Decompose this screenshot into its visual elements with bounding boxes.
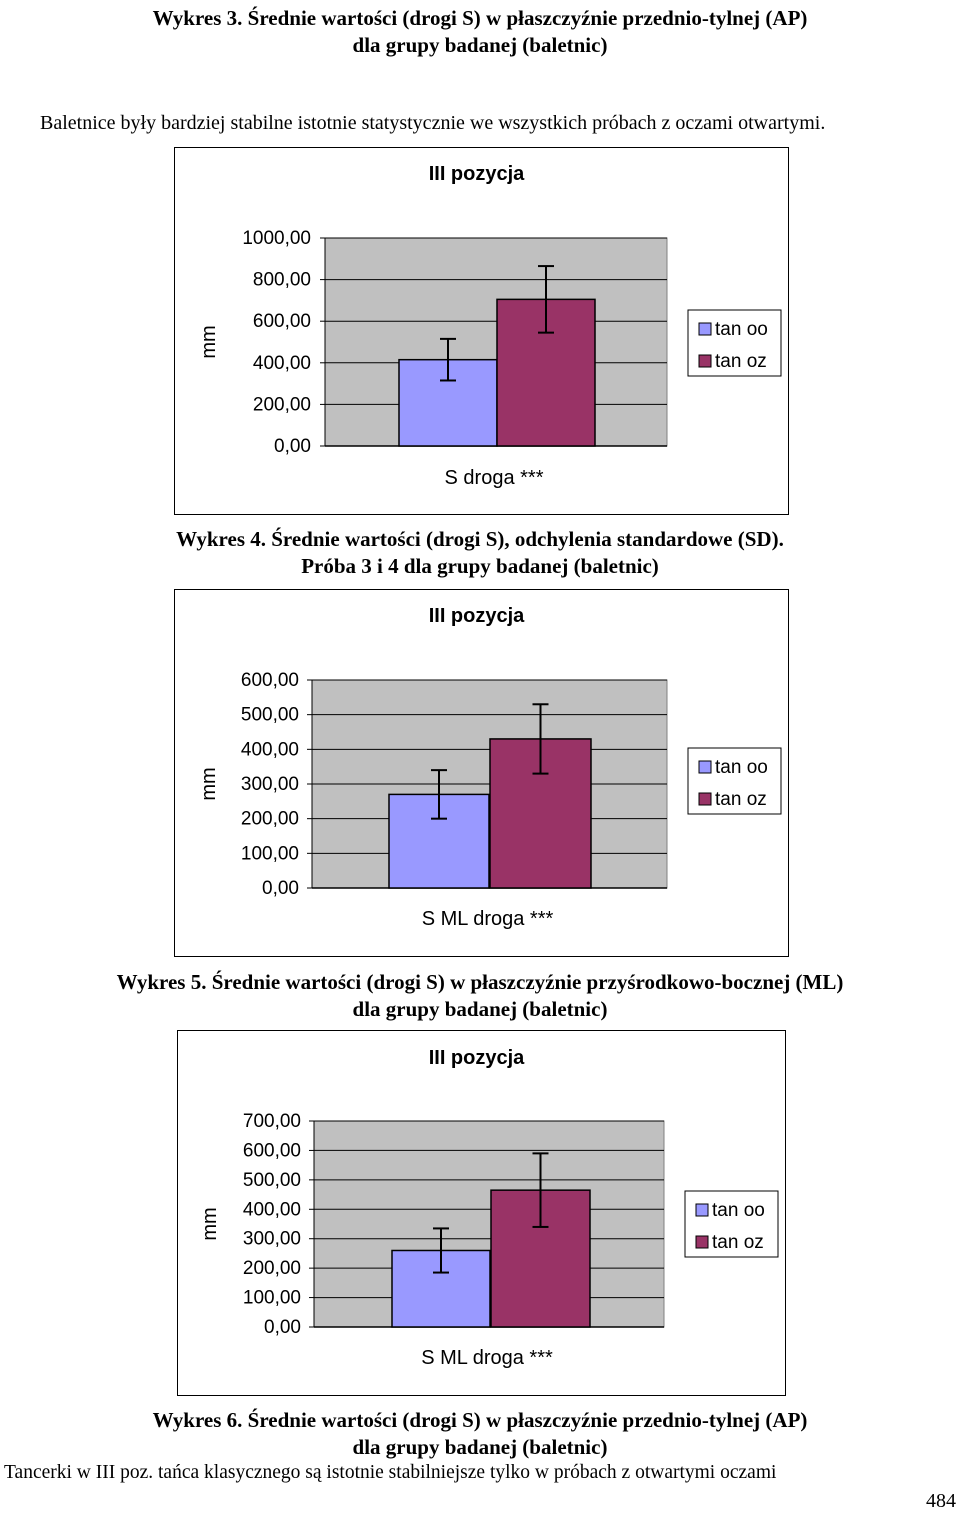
legend-swatch: [695, 1203, 709, 1217]
chart-title: III pozycja: [429, 163, 525, 185]
caption-wykres-4-line2: Próba 3 i 4 dla grupy badanej (baletnic): [301, 554, 659, 578]
y-tick-label: 0,00: [262, 878, 299, 899]
legend-label: tan oz: [715, 789, 767, 810]
y-tick-label: 400,00: [243, 1199, 301, 1220]
y-tick-label: 1000,00: [242, 228, 311, 249]
y-tick-label: 200,00: [253, 394, 311, 415]
legend-swatch: [695, 1235, 709, 1249]
chart-1-svg: 0,00 200,00 400,00 600,00 800,00 1000,00 III p…: [198, 163, 782, 489]
chart-title: III pozycja: [429, 1047, 525, 1069]
caption-wykres-5-line1: Wykres 5. Średnie wartości (drogi S) w p…: [116, 970, 844, 994]
y-axis-label: mm: [198, 767, 220, 800]
y-tick-label: 0,00: [264, 1317, 301, 1338]
chart-1: 0,00 200,00 400,00 600,00 800,00 1000,00 III p…: [174, 147, 789, 515]
y-tick-label: 300,00: [241, 774, 299, 795]
y-tick-label: 300,00: [243, 1229, 301, 1250]
legend-swatch: [698, 354, 712, 368]
y-tick-label: 700,00: [243, 1111, 301, 1132]
y-tick-label: 500,00: [241, 705, 299, 726]
y-tick-label: 400,00: [253, 353, 311, 374]
legend-label: tan oo: [712, 1200, 765, 1221]
y-tick-label: 600,00: [253, 311, 311, 332]
bar-tan-oz: [496, 298, 596, 447]
y-tick-label: 200,00: [241, 809, 299, 830]
y-tick-label: 0,00: [274, 436, 311, 457]
y-axis-label: mm: [199, 1207, 221, 1240]
y-tick-label: 800,00: [253, 270, 311, 291]
y-tick-label: 100,00: [241, 843, 299, 864]
x-axis-label: S droga ***: [445, 467, 544, 489]
y-axis-label: mm: [198, 325, 220, 358]
legend-swatch: [698, 322, 712, 336]
legend-label: tan oo: [715, 319, 768, 340]
bar-tan-oo: [398, 358, 498, 447]
y-tick-label: 200,00: [243, 1258, 301, 1279]
caption-wykres-5-line2: dla grupy badanej (baletnic): [352, 997, 608, 1021]
y-tick-label: 400,00: [241, 739, 299, 760]
y-tick-label: 500,00: [243, 1170, 301, 1191]
chart-2-svg: 0,00 100,00 200,00 300,00 400,00 500,00 600,00…: [198, 605, 782, 930]
legend-label: tan oz: [715, 351, 767, 372]
x-axis-label: S ML droga ***: [421, 1347, 553, 1369]
caption-wykres-3-line1: Wykres 3. Średnie wartości (drogi S) w p…: [152, 6, 808, 30]
x-axis-label: S ML droga ***: [422, 908, 554, 930]
chart-3: 0,00 100,00 200,00 300,00 400,00 500,00 600,00…: [177, 1030, 786, 1396]
legend-label: tan oz: [712, 1232, 764, 1253]
chart-2: 0,00 100,00 200,00 300,00 400,00 500,00 600,00…: [174, 589, 789, 957]
chart-3-svg: 0,00 100,00 200,00 300,00 400,00 500,00 600,00…: [199, 1047, 779, 1369]
caption-wykres-6-line1: Wykres 6. Średnie wartości (drogi S) w p…: [152, 1408, 808, 1432]
legend-label: tan oo: [715, 757, 768, 778]
paragraph-summary: Tancerki w III poz. tańca klasycznego są…: [4, 1462, 777, 1483]
y-tick-label: 100,00: [243, 1288, 301, 1309]
y-tick-label: 600,00: [241, 670, 299, 691]
caption-wykres-3-line2: dla grupy badanej (baletnic): [352, 33, 608, 57]
legend-swatch: [698, 760, 712, 774]
y-tick-label: 600,00: [243, 1140, 301, 1161]
legend-swatch: [698, 792, 712, 806]
chart-title: III pozycja: [429, 605, 525, 627]
caption-wykres-6-line2: dla grupy badanej (baletnic): [352, 1435, 608, 1459]
paragraph-conclusion: Baletnice były bardziej stabilne istotni…: [40, 112, 826, 134]
caption-wykres-4-line1: Wykres 4. Średnie wartości (drogi S), od…: [176, 527, 784, 551]
page-number: 484: [926, 1490, 956, 1512]
